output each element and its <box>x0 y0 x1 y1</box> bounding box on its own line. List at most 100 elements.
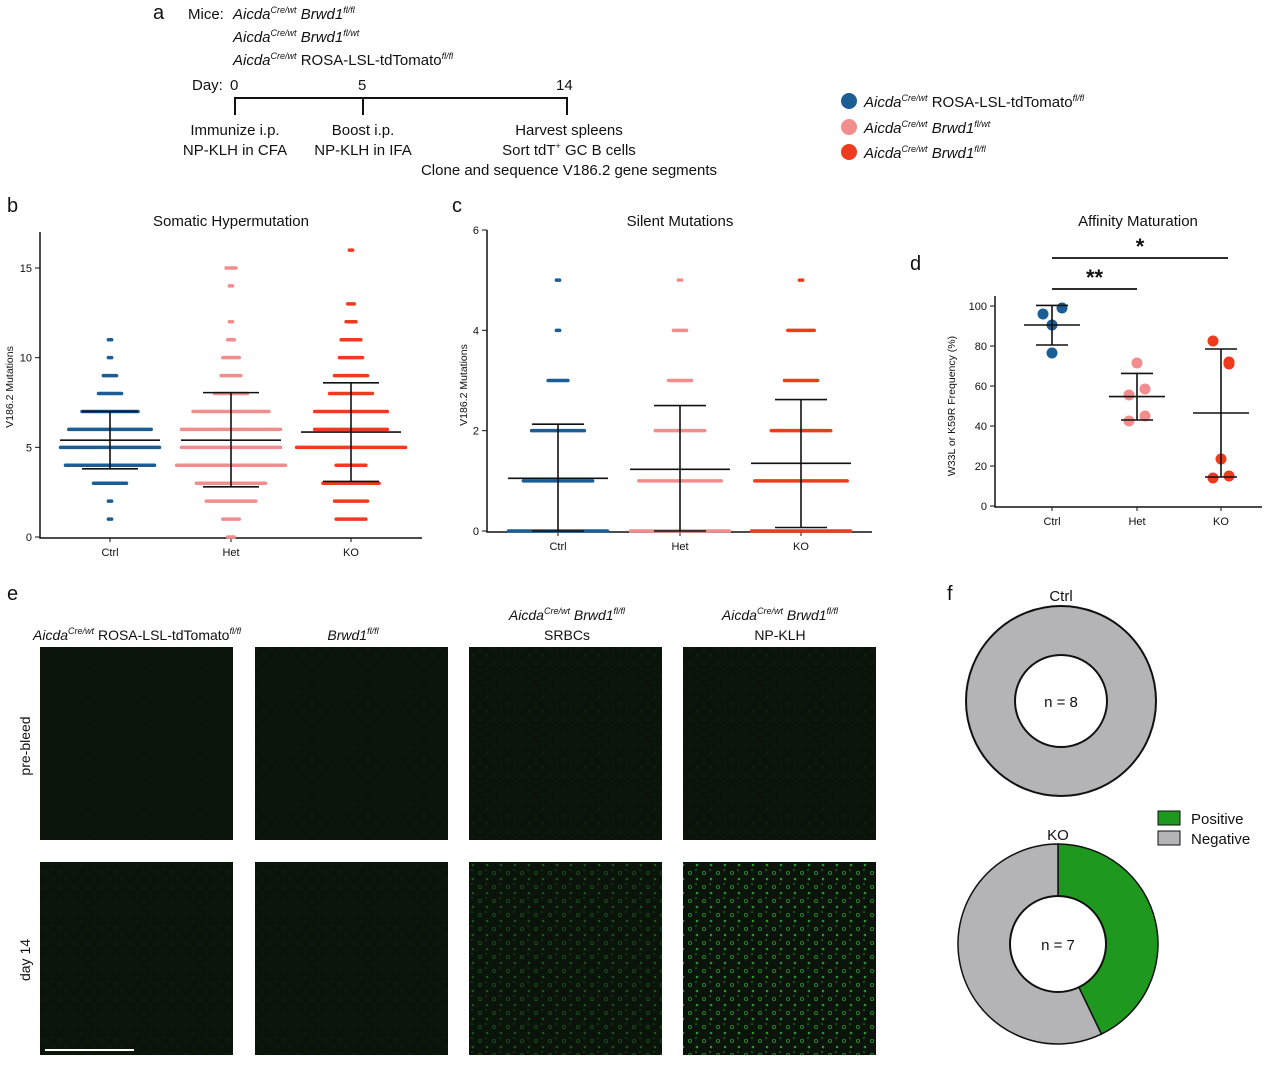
event-text: NP-KLH in IFA <box>314 142 412 159</box>
micrograph-signal <box>255 647 448 840</box>
x-tick-label: Het <box>222 547 239 559</box>
point-ko <box>1207 335 1219 347</box>
genotype-legend: AicdaCre/wt ROSA-LSL-tdTomatofl/fl Aicda… <box>841 93 1085 162</box>
y-tick-label: 10 <box>20 353 32 365</box>
donut-f_ko: KO n = 7 <box>957 827 1159 1045</box>
legend-dot-ctrl <box>841 93 857 109</box>
chart-b: Somatic Hypermutation V186.2 Mutations 0 5 1… <box>4 213 422 559</box>
chart-d: Affinity Maturation W33L or K59R Frequenc… <box>946 213 1262 528</box>
point-het <box>1131 357 1143 369</box>
point-ctrl <box>1046 347 1058 359</box>
row-label-prebleed: pre-bleed <box>17 716 33 775</box>
y-tick-label: 0 <box>473 526 479 538</box>
y-tick-label: 40 <box>975 421 987 433</box>
micrograph-signal <box>469 862 662 1055</box>
col-header-srbc: SRBCs <box>544 627 590 643</box>
y-tick-label: 100 <box>969 301 987 313</box>
legend-het: AicdaCre/wt Brwd1fl/wt <box>863 119 991 137</box>
micrograph-signal <box>683 647 876 840</box>
y-tick-label: 2 <box>473 426 479 438</box>
y-axis-label: W33L or K59R Frequency (%) <box>946 336 958 476</box>
microscopy-grid <box>40 647 876 1055</box>
point-het <box>1123 389 1135 401</box>
point-ctrl <box>1037 308 1049 320</box>
slice-positive <box>1057 843 1159 1036</box>
donut-f_ctrl: Ctrl n = 8 <box>965 588 1157 797</box>
legend-dot-het <box>841 119 857 135</box>
y-tick-label: 4 <box>473 325 479 337</box>
micrograph-signal <box>255 862 448 1055</box>
micrograph-signal <box>40 862 233 1055</box>
point-ko <box>1223 358 1235 370</box>
charts: Somatic Hypermutation V186.2 Mutations 0 5 1… <box>4 213 1262 1045</box>
x-tick-label: KO <box>343 547 359 559</box>
x-tick-label: Het <box>671 541 688 553</box>
point-ko <box>1223 470 1235 482</box>
col-header-brwd1: Brwd1fl/fl <box>327 626 379 643</box>
legend-ctrl: AicdaCre/wt ROSA-LSL-tdTomatofl/fl <box>863 93 1085 111</box>
y-axis-label: V186.2 Mutations <box>458 344 470 426</box>
panel-label-c: c <box>452 195 462 217</box>
micrograph <box>255 647 448 840</box>
col-header-npklh-genotype: AicdaCre/wt Brwd1fl/fl <box>721 606 839 623</box>
panel-label-a: a <box>153 2 165 24</box>
panel-e-headers: AicdaCre/wt ROSA-LSL-tdTomatofl/fl Brwd1… <box>17 606 839 981</box>
donut-hole <box>1014 654 1108 748</box>
micrograph-signal <box>469 647 662 840</box>
event-text: NP-KLH in CFA <box>183 142 287 159</box>
micrograph-signal <box>40 647 233 840</box>
y-tick-label: 0 <box>981 501 987 513</box>
col-header-srbc-genotype: AicdaCre/wt Brwd1fl/fl <box>508 606 626 623</box>
donut-center-label: n = 7 <box>1041 937 1075 954</box>
event-text: Harvest spleens <box>515 122 623 139</box>
genotype-ctrl: AicdaCre/wt ROSA-LSL-tdTomatofl/fl <box>232 51 454 69</box>
micrograph-signal <box>683 862 876 1055</box>
timeline <box>234 97 568 115</box>
chart-c: Silent Mutations V186.2 Mutations 0 2 4 6 Ctrl… <box>458 213 872 553</box>
event-text: Clone and sequence V186.2 gene segments <box>421 162 717 179</box>
genotype-het: AicdaCre/wt Brwd1fl/wt <box>232 28 360 46</box>
donut-hole <box>1009 895 1107 993</box>
micrograph <box>40 647 233 840</box>
donut-title: KO <box>1047 827 1069 844</box>
significance-label: ** <box>1086 265 1104 290</box>
legend-dot-ko <box>841 144 857 160</box>
day-label: Day: <box>192 77 223 94</box>
legend-ko: AicdaCre/wt Brwd1fl/fl <box>863 144 987 162</box>
donut-title: Ctrl <box>1049 588 1072 605</box>
point-het <box>1123 415 1135 427</box>
donut-center-label: n = 8 <box>1044 694 1078 711</box>
event-text: Immunize i.p. <box>190 122 279 139</box>
y-axis-label: V186.2 Mutations <box>4 346 16 428</box>
legend-swatch-negative <box>1157 830 1181 846</box>
col-header-npklh: NP-KLH <box>754 627 805 643</box>
x-tick-label: Ctrl <box>549 541 566 553</box>
panel-a: a Mice: AicdaCre/wt Brwd1fl/fl AicdaCre/… <box>153 2 717 179</box>
chart-title: Silent Mutations <box>627 213 734 230</box>
col-header-ctrl: AicdaCre/wt ROSA-LSL-tdTomatofl/fl <box>32 626 242 643</box>
x-tick-label: KO <box>793 541 809 553</box>
point-ctrl <box>1056 302 1068 314</box>
legend-positive: Positive <box>1191 811 1244 828</box>
mice-label: Mice: <box>188 6 224 23</box>
y-tick-label: 0 <box>26 532 32 544</box>
y-tick-label: 80 <box>975 341 987 353</box>
y-tick-label: 15 <box>20 263 32 275</box>
chart-title: Affinity Maturation <box>1078 213 1198 230</box>
panel-label-d: d <box>910 253 921 275</box>
panel-label-f: f <box>947 583 953 605</box>
genotype-ko: AicdaCre/wt Brwd1fl/fl <box>232 5 356 23</box>
event-text: Sort tdT+ GC B cells <box>502 141 636 159</box>
y-tick-label: 20 <box>975 461 987 473</box>
legend-swatch-positive <box>1157 810 1181 826</box>
point-ko <box>1207 472 1219 484</box>
day-5: 5 <box>358 77 366 94</box>
y-tick-label: 5 <box>26 442 32 454</box>
point-het <box>1139 383 1151 395</box>
row-label-day14: day 14 <box>17 939 33 981</box>
panel-f-legend: Positive Negative <box>1157 810 1250 848</box>
point-het <box>1139 410 1151 422</box>
legend-negative: Negative <box>1191 831 1250 848</box>
panel-label-e: e <box>7 583 18 605</box>
x-tick-label: Ctrl <box>1043 516 1060 528</box>
